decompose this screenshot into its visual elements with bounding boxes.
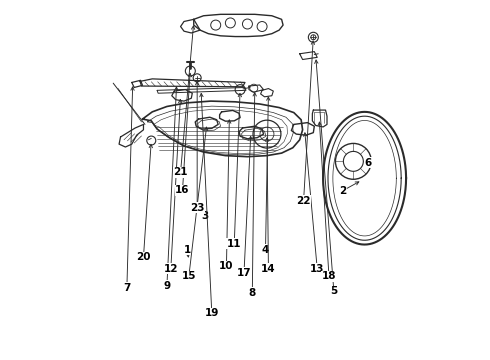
Text: 17: 17 bbox=[237, 267, 251, 278]
Text: 21: 21 bbox=[173, 167, 188, 177]
Text: 18: 18 bbox=[322, 271, 336, 281]
Text: 5: 5 bbox=[330, 286, 338, 296]
Text: 14: 14 bbox=[261, 264, 276, 274]
Text: 15: 15 bbox=[182, 271, 196, 281]
Text: 22: 22 bbox=[296, 196, 311, 206]
Text: 16: 16 bbox=[175, 185, 190, 195]
Text: 8: 8 bbox=[249, 288, 256, 298]
Text: 13: 13 bbox=[310, 264, 324, 274]
Text: 4: 4 bbox=[262, 245, 269, 255]
Text: 10: 10 bbox=[219, 261, 234, 271]
Text: 23: 23 bbox=[190, 203, 204, 213]
Text: 20: 20 bbox=[136, 252, 151, 262]
Text: 6: 6 bbox=[365, 158, 371, 168]
Text: 7: 7 bbox=[123, 283, 130, 293]
Text: 1: 1 bbox=[184, 245, 191, 255]
Text: 11: 11 bbox=[227, 239, 242, 249]
Text: 12: 12 bbox=[164, 264, 178, 274]
Text: 9: 9 bbox=[163, 281, 171, 291]
Text: 2: 2 bbox=[339, 186, 346, 196]
Text: 19: 19 bbox=[205, 309, 219, 318]
Text: 3: 3 bbox=[201, 211, 209, 221]
